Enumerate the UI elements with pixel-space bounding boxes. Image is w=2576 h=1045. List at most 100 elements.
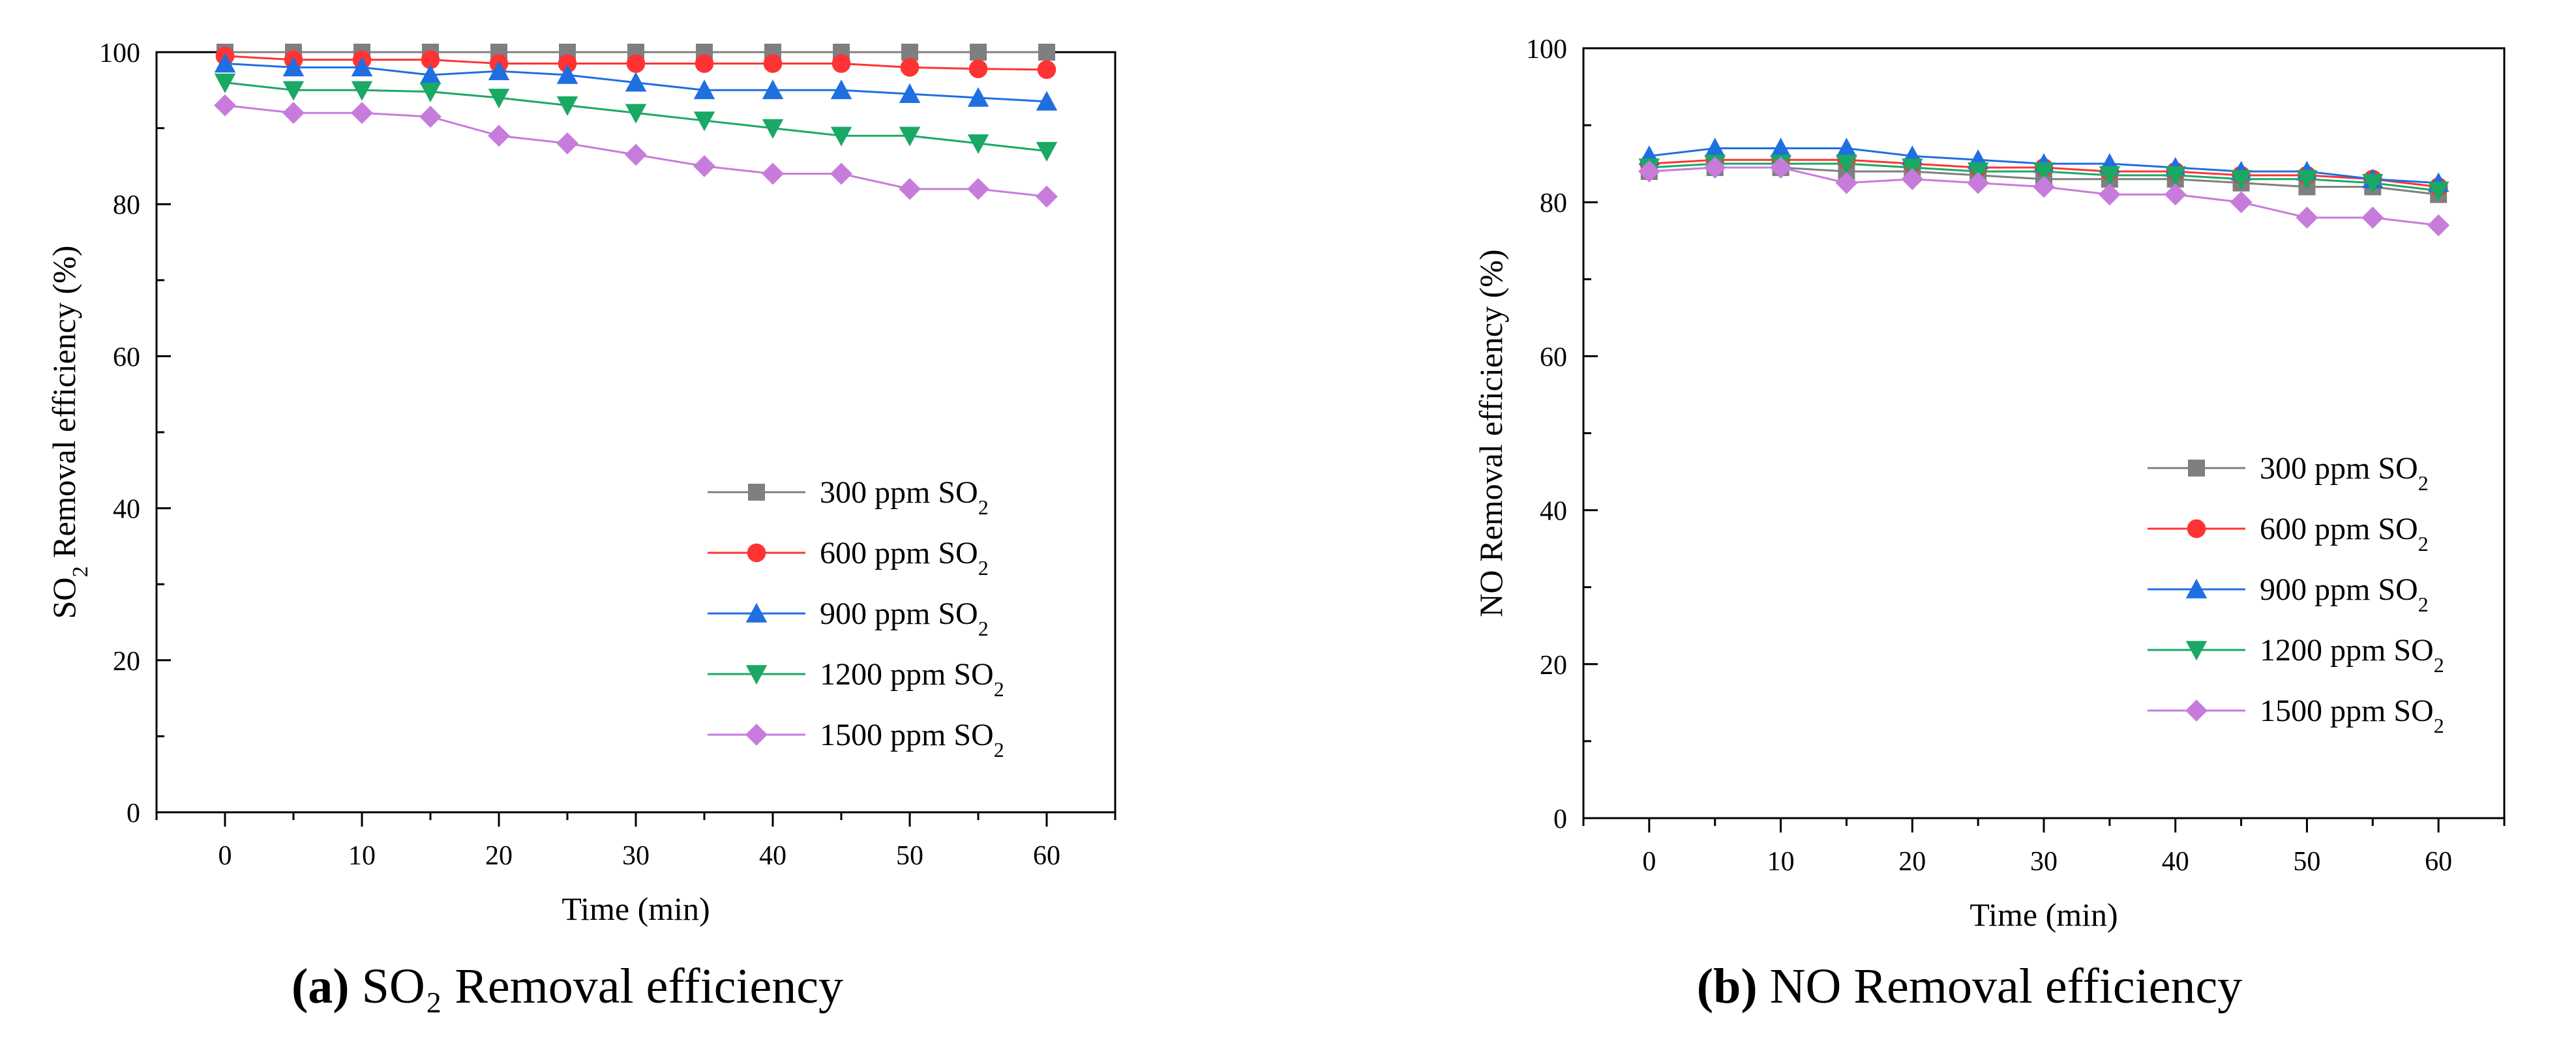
data-point: [2362, 173, 2384, 194]
data-point: [2427, 181, 2449, 201]
data-point: [488, 89, 510, 109]
data-point: [214, 94, 236, 117]
data-point: [2230, 191, 2253, 214]
y-tick-label: 60: [113, 342, 140, 372]
legend-label: 1200 ppm SO2: [820, 657, 1004, 701]
data-point: [967, 177, 989, 200]
data-point: [1037, 60, 1056, 80]
y-axis-label: SO2 Removal efficiency (%): [46, 246, 93, 619]
data-point: [1769, 156, 1792, 179]
data-point: [351, 102, 373, 125]
data-point: [1036, 141, 1058, 162]
x-tick-label: 20: [485, 841, 513, 871]
caption-b: (b) NO Removal efficiency: [1697, 958, 2242, 1015]
legend-marker: [745, 602, 768, 623]
data-point: [2099, 166, 2121, 186]
data-point: [2164, 166, 2186, 186]
caption-a-text: SO₂ Removal efficiency: [349, 959, 844, 1014]
caption-a: (a) SO₂ Removal efficiency: [292, 958, 843, 1015]
y-tick-label: 60: [1540, 342, 1567, 372]
data-point: [558, 54, 577, 73]
data-point: [2296, 206, 2318, 229]
data-point: [1036, 185, 1058, 208]
data-point: [1703, 156, 1726, 179]
data-point: [830, 162, 852, 185]
data-point: [762, 80, 784, 100]
legend-label: 1200 ppm SO2: [2260, 633, 2444, 677]
data-point: [2033, 175, 2055, 198]
legend-marker: [745, 724, 768, 746]
data-point: [282, 81, 305, 101]
data-point: [899, 83, 921, 103]
x-tick-label: 20: [1898, 847, 1926, 877]
chart-b: 0 20 40 60 80 100 0 10 20 30 40 50 60 Time (min) NO Re…: [1473, 35, 2506, 933]
x-tick-label: 30: [622, 841, 650, 871]
data-point: [830, 80, 852, 100]
data-point: [693, 80, 715, 100]
data-point: [1835, 171, 1858, 194]
data-point: [967, 134, 989, 155]
legend-marker: [748, 484, 765, 501]
data-point: [1836, 138, 1857, 158]
data-point: [900, 58, 920, 77]
data-point: [1901, 168, 1924, 190]
y-axis-label: NO Removal efficiency (%): [1473, 249, 1509, 617]
data-point: [282, 102, 305, 125]
x-tick-label: 50: [896, 841, 923, 871]
y-tick-label: 40: [113, 495, 140, 525]
data-point: [901, 44, 918, 61]
legend-label: 600 ppm SO2: [2260, 512, 2429, 555]
y-tick-label: 80: [1540, 188, 1567, 218]
data-point: [968, 59, 988, 78]
data-point: [830, 126, 852, 147]
data-point: [1038, 44, 1055, 61]
data-point: [2164, 183, 2187, 206]
data-point: [763, 54, 783, 73]
data-point: [421, 50, 440, 69]
legend-marker: [2185, 641, 2208, 661]
data-point: [625, 104, 647, 124]
data-point: [1770, 138, 1791, 158]
data-point: [625, 143, 647, 166]
data-point: [695, 54, 714, 73]
data-point: [556, 132, 578, 155]
data-point: [693, 111, 715, 132]
y-tick-label: 20: [113, 647, 140, 677]
caption-b-text: NO Removal efficiency: [1757, 959, 2243, 1014]
plot-frame: [155, 51, 1116, 814]
data-point: [2098, 183, 2121, 206]
data-point: [762, 119, 784, 139]
data-point: [488, 60, 510, 80]
x-axis-label: Time (min): [1969, 896, 2118, 933]
legend-label: 900 ppm SO2: [820, 596, 989, 640]
x-tick-label: 10: [1767, 847, 1795, 877]
caption-a-letter: (a): [291, 959, 350, 1014]
caption-b-letter: (b): [1696, 959, 1758, 1014]
x-axis-label: Time (min): [562, 890, 710, 927]
y-tick-label: 80: [113, 190, 140, 220]
legend-label: 900 ppm SO2: [2260, 572, 2429, 616]
data-point: [556, 64, 578, 84]
data-point: [556, 96, 578, 116]
data-point: [488, 125, 510, 147]
x-tick-label: 60: [1033, 841, 1060, 871]
legend-label: 1500 ppm SO2: [2260, 694, 2444, 737]
data-point: [626, 54, 646, 73]
y-tick-label: 100: [99, 38, 140, 68]
data-point: [351, 81, 373, 101]
data-point: [762, 162, 784, 185]
data-point: [831, 54, 851, 73]
data-point: [351, 57, 373, 77]
x-tick-label: 0: [1642, 847, 1656, 877]
x-tick-label: 40: [759, 841, 786, 871]
chart-a: 0 20 40 60 80 100 0 10 20 30 40 50 60 Time (min) SO2 R…: [46, 38, 1116, 927]
data-point: [899, 126, 921, 147]
legend-marker: [2188, 460, 2205, 477]
legend-label: 600 ppm SO2: [820, 536, 989, 580]
x-tick-label: 30: [2030, 847, 2058, 877]
x-tick-label: 40: [2162, 847, 2189, 877]
data-point: [693, 155, 715, 177]
data-point: [419, 106, 442, 128]
y-tick-label: 0: [1553, 804, 1567, 834]
y-tick-label: 40: [1540, 497, 1567, 527]
